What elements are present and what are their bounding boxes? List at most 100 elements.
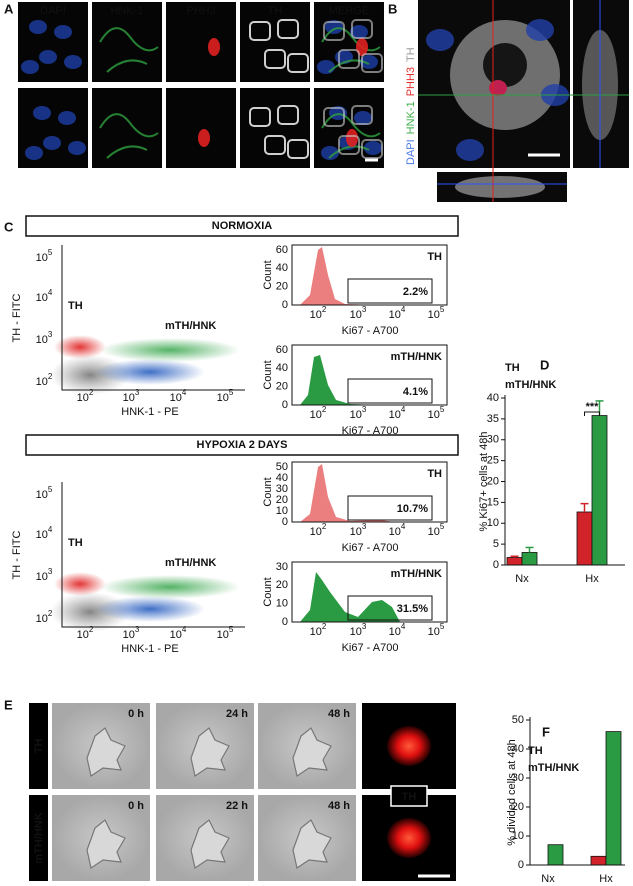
tick-base: 10 xyxy=(310,309,322,321)
micrograph xyxy=(92,2,162,82)
tick-exponent: 3 xyxy=(48,330,53,339)
tick-base: 10 xyxy=(428,626,440,638)
cloud-red xyxy=(54,572,106,596)
tick-exponent: 5 xyxy=(440,305,445,314)
tick-exponent: 4 xyxy=(401,305,406,314)
x-tick-label: 103 xyxy=(350,622,367,638)
y-tick-label: 40 xyxy=(276,362,288,374)
x-axis-label: Ki67 - A700 xyxy=(342,542,399,554)
time-label: 48 h xyxy=(328,800,350,812)
y-tick-label: 103 xyxy=(36,330,53,346)
x-tick-label: 103 xyxy=(123,388,140,404)
row-label-bar xyxy=(29,795,48,881)
bar xyxy=(605,731,622,866)
y-tick-label: 20 xyxy=(276,281,288,293)
tick-exponent: 4 xyxy=(401,622,406,631)
stain-box xyxy=(390,785,428,807)
th-signal xyxy=(277,19,299,39)
nucleus xyxy=(25,146,43,160)
th-signal xyxy=(249,107,271,127)
tick-base: 10 xyxy=(350,526,362,538)
x-tick-label: 104 xyxy=(389,522,406,538)
th-signal xyxy=(287,53,309,73)
nucleus xyxy=(325,20,343,34)
row-label: mTH/HNK xyxy=(33,812,45,863)
gate-percent: 4.1% xyxy=(403,386,428,398)
phh3-signal xyxy=(346,129,358,147)
tick-exponent: 2 xyxy=(48,372,53,381)
y-tick-label: 0 xyxy=(282,516,288,528)
tick-exponent: 2 xyxy=(89,388,94,397)
x-axis-label: Ki67 - A700 xyxy=(342,642,399,654)
tick-exponent: 5 xyxy=(229,388,234,397)
tick-base: 10 xyxy=(350,626,362,638)
y-axis-label: Count xyxy=(262,260,274,289)
axes xyxy=(529,717,625,866)
y-tick-label: 5 xyxy=(493,538,499,550)
tick-base: 10 xyxy=(36,252,48,264)
x-axis-label: Ki67 - A700 xyxy=(342,325,399,337)
tick-base: 10 xyxy=(36,571,48,583)
cell xyxy=(86,727,126,777)
tick-base: 10 xyxy=(217,392,229,404)
condition-title: NORMOXIA xyxy=(212,220,273,232)
y-tick-label: 20 xyxy=(512,801,524,813)
tick-base: 10 xyxy=(36,292,48,304)
nucleus xyxy=(43,136,61,150)
gate-box xyxy=(347,378,433,404)
cloud-blue xyxy=(95,596,205,622)
tick-base: 10 xyxy=(123,392,135,404)
tick-base: 10 xyxy=(310,409,322,421)
x-axis-label: HNK-1 - PE xyxy=(121,643,178,655)
phh3-signal xyxy=(489,80,507,96)
y-tick-label: 60 xyxy=(276,344,288,356)
tick-exponent: 2 xyxy=(322,305,327,314)
cloud-green xyxy=(100,338,240,362)
gate-label: mTH/HNK xyxy=(165,557,216,569)
x-tick-label: 105 xyxy=(428,522,445,538)
time-label: 22 h xyxy=(226,800,248,812)
tick-base: 10 xyxy=(389,409,401,421)
tick-base: 10 xyxy=(36,613,48,625)
y-axis-label: TH - FITC xyxy=(11,294,23,343)
x-tick-label: 102 xyxy=(310,622,327,638)
significance-bracket xyxy=(584,411,600,416)
hnk-signal xyxy=(99,113,159,159)
tick-base: 10 xyxy=(170,392,182,404)
th-signal xyxy=(361,53,383,73)
tick-exponent: 4 xyxy=(48,525,53,534)
th-signal xyxy=(249,21,271,41)
histogram xyxy=(300,355,380,405)
channel-label: TH xyxy=(268,5,283,17)
y-tick-label: 105 xyxy=(36,248,53,264)
legend-entry: mTH/HNK xyxy=(505,379,556,391)
y-tick-label: 40 xyxy=(487,392,499,404)
cell xyxy=(292,727,332,777)
nucleus xyxy=(321,146,339,160)
hist-label: mTH/HNK xyxy=(391,351,442,363)
y-axis-label: % divided cells at 48h xyxy=(506,739,518,845)
cell-lumen xyxy=(483,43,527,87)
th-stain xyxy=(387,726,431,766)
axes xyxy=(61,245,245,391)
histogram xyxy=(300,572,400,622)
cloud-green xyxy=(100,575,240,599)
y-tick-label: 35 xyxy=(487,413,499,425)
x-tick-label: 103 xyxy=(123,625,140,641)
tick-exponent: 5 xyxy=(440,622,445,631)
tick-exponent: 5 xyxy=(440,405,445,414)
th-signal xyxy=(264,49,286,69)
stain-label: TH xyxy=(402,791,417,803)
y-axis-label: Count xyxy=(262,577,274,606)
tick-exponent: 3 xyxy=(135,388,140,397)
x-tick-label: Nx xyxy=(515,573,529,585)
th-signal xyxy=(323,21,345,41)
tick-exponent: 4 xyxy=(182,388,187,397)
row-label-bar xyxy=(29,703,48,789)
axes xyxy=(504,395,625,566)
axes xyxy=(61,482,245,628)
condition-box xyxy=(25,215,459,237)
x-tick-label: Hx xyxy=(585,573,599,585)
tick-exponent: 3 xyxy=(362,522,367,531)
